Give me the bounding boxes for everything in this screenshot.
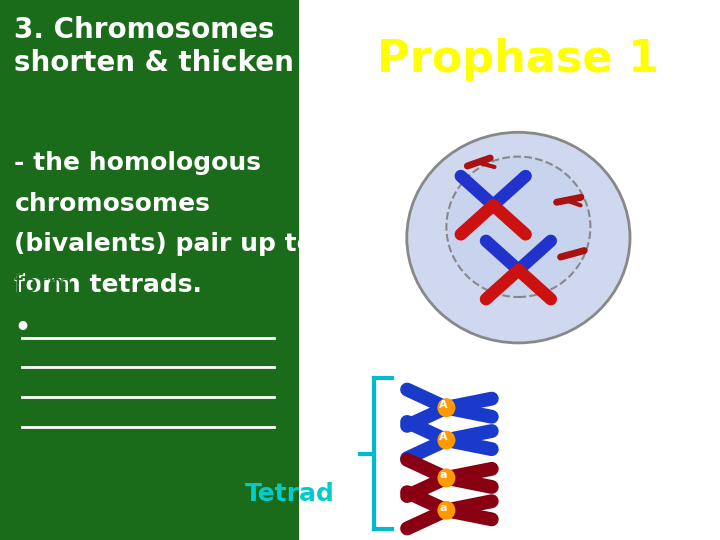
Text: a: a <box>439 503 446 512</box>
Text: (bivalents) pair up to: (bivalents) pair up to <box>14 232 314 256</box>
Text: chromosomes: chromosomes <box>14 192 210 215</box>
Ellipse shape <box>446 157 590 297</box>
Ellipse shape <box>438 501 455 519</box>
Ellipse shape <box>438 468 455 487</box>
Text: - the homologous: - the homologous <box>14 151 261 175</box>
Text: b: b <box>511 508 518 518</box>
Text: B: B <box>510 438 519 448</box>
Text: A: A <box>438 433 447 442</box>
Ellipse shape <box>438 399 455 417</box>
Text: a: a <box>439 470 446 480</box>
Text: b: b <box>511 469 518 478</box>
Text: form: form <box>14 273 81 296</box>
Text: •: • <box>14 316 30 340</box>
Bar <box>299 173 720 540</box>
Text: form tetrads.: form tetrads. <box>14 273 202 296</box>
Text: B: B <box>510 399 519 408</box>
Text: A: A <box>438 400 447 410</box>
Ellipse shape <box>438 431 455 449</box>
Bar <box>299 367 720 540</box>
Ellipse shape <box>407 132 630 343</box>
Text: 3. Chromosomes
shorten & thicken: 3. Chromosomes shorten & thicken <box>14 16 294 77</box>
Bar <box>299 0 720 367</box>
Text: Tetrad: Tetrad <box>245 482 335 506</box>
Text: Prophase 1: Prophase 1 <box>377 38 660 81</box>
